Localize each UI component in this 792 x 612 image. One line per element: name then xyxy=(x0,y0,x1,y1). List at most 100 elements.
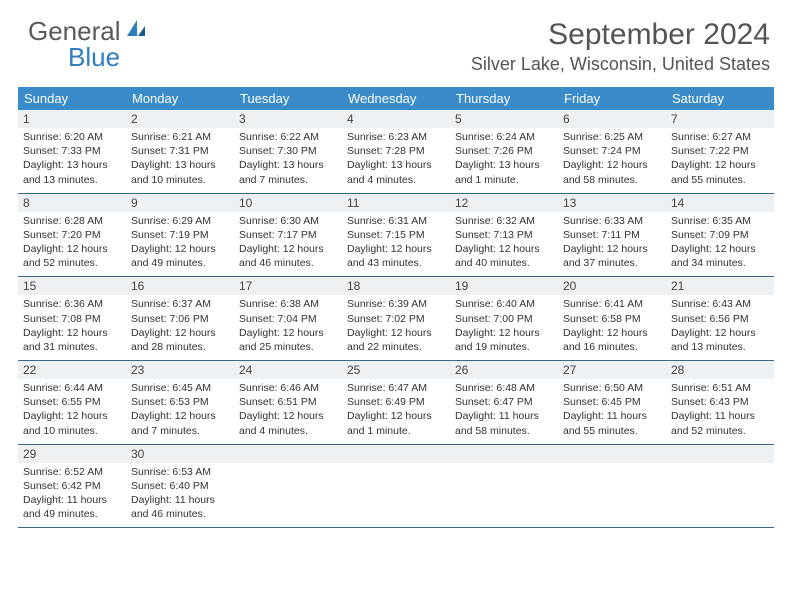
weekday-sat: Saturday xyxy=(666,87,774,110)
day-number: 25 xyxy=(342,361,450,379)
daylight-text-1: Daylight: 11 hours xyxy=(455,409,553,423)
daylight-text-2: and 49 minutes. xyxy=(23,507,121,521)
logo-text-general: General xyxy=(28,18,121,44)
daylight-text-1: Daylight: 12 hours xyxy=(131,326,229,340)
day-cell: 11Sunrise: 6:31 AMSunset: 7:15 PMDayligh… xyxy=(342,194,450,277)
day-cell xyxy=(342,445,450,528)
day-number: 17 xyxy=(234,277,342,295)
day-number: 29 xyxy=(18,445,126,463)
day-number xyxy=(558,445,666,463)
sunrise-text: Sunrise: 6:27 AM xyxy=(671,130,769,144)
week-row: 8Sunrise: 6:28 AMSunset: 7:20 PMDaylight… xyxy=(18,194,774,278)
daylight-text-1: Daylight: 12 hours xyxy=(131,409,229,423)
daylight-text-1: Daylight: 12 hours xyxy=(671,326,769,340)
day-number: 15 xyxy=(18,277,126,295)
daylight-text-2: and 58 minutes. xyxy=(455,424,553,438)
daylight-text-2: and 4 minutes. xyxy=(347,173,445,187)
day-number: 22 xyxy=(18,361,126,379)
sunset-text: Sunset: 7:06 PM xyxy=(131,312,229,326)
daylight-text-2: and 52 minutes. xyxy=(671,424,769,438)
sunrise-text: Sunrise: 6:48 AM xyxy=(455,381,553,395)
weekday-mon: Monday xyxy=(126,87,234,110)
sunrise-text: Sunrise: 6:38 AM xyxy=(239,297,337,311)
day-number: 13 xyxy=(558,194,666,212)
daylight-text-1: Daylight: 12 hours xyxy=(671,242,769,256)
day-number: 28 xyxy=(666,361,774,379)
day-number: 21 xyxy=(666,277,774,295)
daylight-text-2: and 31 minutes. xyxy=(23,340,121,354)
daylight-text-1: Daylight: 13 hours xyxy=(131,158,229,172)
sunrise-text: Sunrise: 6:21 AM xyxy=(131,130,229,144)
daylight-text-1: Daylight: 12 hours xyxy=(671,158,769,172)
day-cell: 1Sunrise: 6:20 AMSunset: 7:33 PMDaylight… xyxy=(18,110,126,193)
weekday-sun: Sunday xyxy=(18,87,126,110)
day-number: 1 xyxy=(18,110,126,128)
day-number: 3 xyxy=(234,110,342,128)
daylight-text-1: Daylight: 12 hours xyxy=(131,242,229,256)
day-cell xyxy=(450,445,558,528)
day-cell: 27Sunrise: 6:50 AMSunset: 6:45 PMDayligh… xyxy=(558,361,666,444)
sunset-text: Sunset: 6:53 PM xyxy=(131,395,229,409)
day-cell: 15Sunrise: 6:36 AMSunset: 7:08 PMDayligh… xyxy=(18,277,126,360)
daylight-text-1: Daylight: 11 hours xyxy=(131,493,229,507)
day-cell: 9 Sunrise: 6:29 AMSunset: 7:19 PMDaylight… xyxy=(126,194,234,277)
sunset-text: Sunset: 7:33 PM xyxy=(23,144,121,158)
day-number: 6 xyxy=(558,110,666,128)
sunset-text: Sunset: 7:19 PM xyxy=(131,228,229,242)
day-number: 7 xyxy=(666,110,774,128)
title-block: September 2024 Silver Lake, Wisconsin, U… xyxy=(471,18,770,75)
day-cell: 18Sunrise: 6:39 AMSunset: 7:02 PMDayligh… xyxy=(342,277,450,360)
daylight-text-1: Daylight: 12 hours xyxy=(563,326,661,340)
weekday-fri: Friday xyxy=(558,87,666,110)
month-title: September 2024 xyxy=(471,18,770,52)
sunrise-text: Sunrise: 6:31 AM xyxy=(347,214,445,228)
daylight-text-2: and 10 minutes. xyxy=(23,424,121,438)
daylight-text-2: and 7 minutes. xyxy=(239,173,337,187)
sunrise-text: Sunrise: 6:23 AM xyxy=(347,130,445,144)
day-cell: 29Sunrise: 6:52 AMSunset: 6:42 PMDayligh… xyxy=(18,445,126,528)
day-number: 10 xyxy=(234,194,342,212)
sunset-text: Sunset: 6:42 PM xyxy=(23,479,121,493)
daylight-text-2: and 55 minutes. xyxy=(563,424,661,438)
day-number: 14 xyxy=(666,194,774,212)
day-number: 12 xyxy=(450,194,558,212)
sunrise-text: Sunrise: 6:53 AM xyxy=(131,465,229,479)
day-cell: 4Sunrise: 6:23 AMSunset: 7:28 PMDaylight… xyxy=(342,110,450,193)
sunset-text: Sunset: 6:55 PM xyxy=(23,395,121,409)
daylight-text-1: Daylight: 13 hours xyxy=(23,158,121,172)
day-cell: 2Sunrise: 6:21 AMSunset: 7:31 PMDaylight… xyxy=(126,110,234,193)
daylight-text-2: and 46 minutes. xyxy=(131,507,229,521)
sunset-text: Sunset: 6:51 PM xyxy=(239,395,337,409)
daylight-text-2: and 37 minutes. xyxy=(563,256,661,270)
day-cell: 17Sunrise: 6:38 AMSunset: 7:04 PMDayligh… xyxy=(234,277,342,360)
day-number xyxy=(450,445,558,463)
daylight-text-2: and 7 minutes. xyxy=(131,424,229,438)
day-cell: 28Sunrise: 6:51 AMSunset: 6:43 PMDayligh… xyxy=(666,361,774,444)
day-cell: 30Sunrise: 6:53 AMSunset: 6:40 PMDayligh… xyxy=(126,445,234,528)
sunset-text: Sunset: 7:15 PM xyxy=(347,228,445,242)
day-cell: 8Sunrise: 6:28 AMSunset: 7:20 PMDaylight… xyxy=(18,194,126,277)
day-number xyxy=(234,445,342,463)
daylight-text-2: and 1 minute. xyxy=(455,173,553,187)
weekday-tue: Tuesday xyxy=(234,87,342,110)
sunrise-text: Sunrise: 6:41 AM xyxy=(563,297,661,311)
day-cell: 25Sunrise: 6:47 AMSunset: 6:49 PMDayligh… xyxy=(342,361,450,444)
day-number: 9 xyxy=(126,194,234,212)
daylight-text-1: Daylight: 12 hours xyxy=(455,326,553,340)
sunrise-text: Sunrise: 6:47 AM xyxy=(347,381,445,395)
sunrise-text: Sunrise: 6:39 AM xyxy=(347,297,445,311)
day-cell: 5Sunrise: 6:24 AMSunset: 7:26 PMDaylight… xyxy=(450,110,558,193)
daylight-text-2: and 52 minutes. xyxy=(23,256,121,270)
sunset-text: Sunset: 7:31 PM xyxy=(131,144,229,158)
day-number: 24 xyxy=(234,361,342,379)
daylight-text-1: Daylight: 12 hours xyxy=(563,242,661,256)
daylight-text-1: Daylight: 12 hours xyxy=(239,326,337,340)
sunrise-text: Sunrise: 6:43 AM xyxy=(671,297,769,311)
day-cell: 19Sunrise: 6:40 AMSunset: 7:00 PMDayligh… xyxy=(450,277,558,360)
sunset-text: Sunset: 7:02 PM xyxy=(347,312,445,326)
day-cell: 6Sunrise: 6:25 AMSunset: 7:24 PMDaylight… xyxy=(558,110,666,193)
daylight-text-1: Daylight: 12 hours xyxy=(455,242,553,256)
daylight-text-1: Daylight: 12 hours xyxy=(347,409,445,423)
daylight-text-2: and 4 minutes. xyxy=(239,424,337,438)
sunrise-text: Sunrise: 6:29 AM xyxy=(131,214,229,228)
